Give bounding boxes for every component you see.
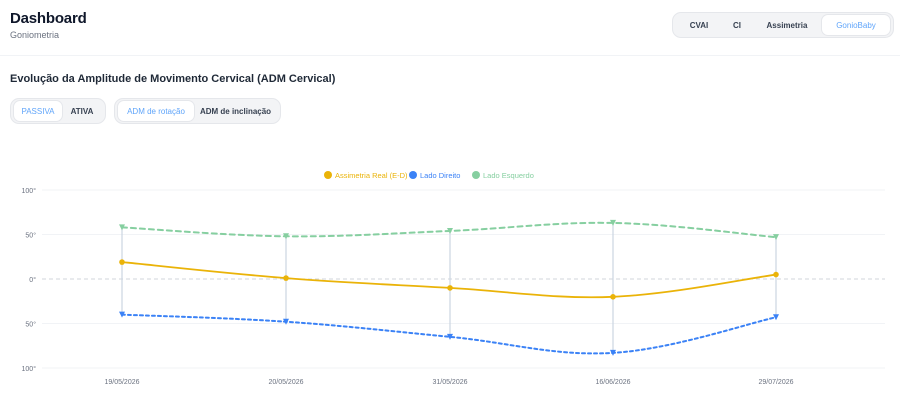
chart-section-title: Evolução da Amplitude de Movimento Cervi…	[10, 73, 336, 85]
data-point	[610, 294, 616, 300]
legend-marker	[324, 171, 332, 179]
mode-passiva-button[interactable]: PASSIVA	[14, 101, 62, 121]
y-tick-label: 100°	[22, 187, 37, 195]
page-title: Dashboard	[10, 10, 87, 27]
page-subtitle: Goniometria	[10, 30, 60, 40]
x-tick-label: 31/05/2026	[432, 379, 467, 386]
data-point	[119, 224, 125, 231]
data-point	[610, 219, 616, 226]
data-point	[283, 318, 289, 325]
y-tick-label: 50°	[25, 321, 36, 329]
x-tick-label: 16/06/2026	[595, 379, 630, 386]
tab-assimetria[interactable]: Assimetria	[766, 20, 808, 30]
y-tick-label: 100°	[22, 365, 37, 373]
tab-goniobaby[interactable]: GonioBaby	[822, 15, 890, 35]
dashboard-tabs: CVAI CI Assimetria GonioBaby	[672, 12, 894, 38]
adm-type-toggle: ADM de rotação ADM de inclinação	[114, 98, 281, 124]
series-line	[121, 261, 777, 299]
adm-rotacao-button[interactable]: ADM de rotação	[118, 101, 194, 121]
legend-marker	[472, 171, 480, 179]
legend-label: Lado Esquerdo	[483, 171, 534, 180]
x-tick-label: 20/05/2026	[268, 379, 303, 386]
data-point	[610, 349, 616, 356]
adm-inclinacao-button[interactable]: ADM de inclinação	[199, 106, 272, 116]
tab-cvai[interactable]: CVAI	[689, 20, 709, 30]
mode-ativa-button[interactable]: ATIVA	[70, 106, 94, 116]
legend-label: Assimetria Real (E-D)	[335, 171, 408, 180]
y-tick-label: 50°	[25, 232, 36, 240]
x-tick-label: 29/07/2026	[758, 379, 793, 386]
legend-marker	[409, 171, 417, 179]
app-header: Dashboard Goniometria CVAI CI Assimetria…	[0, 0, 900, 56]
tab-ci[interactable]: CI	[733, 20, 741, 30]
data-point	[283, 275, 289, 281]
data-point	[447, 333, 453, 340]
data-point	[119, 259, 125, 265]
adm-line-chart: 100° 50° 0° 50° 100° 19/05/2026 20/05/2026 31/0…	[0, 160, 900, 407]
chart-canvas: 100° 50° 0° 50° 100° 19/05/2026 20/05/2026 31/0…	[22, 171, 885, 386]
y-tick-label: 0°	[29, 276, 36, 284]
data-point	[283, 233, 289, 240]
x-tick-label: 19/05/2026	[104, 379, 139, 386]
mode-toggle: PASSIVA ATIVA	[10, 98, 106, 124]
data-point	[773, 314, 779, 321]
legend-label: Lado Direito	[420, 171, 460, 180]
data-point	[773, 234, 779, 241]
data-point	[773, 271, 779, 278]
data-point	[447, 285, 453, 291]
data-point	[447, 227, 453, 234]
data-point	[119, 311, 125, 318]
